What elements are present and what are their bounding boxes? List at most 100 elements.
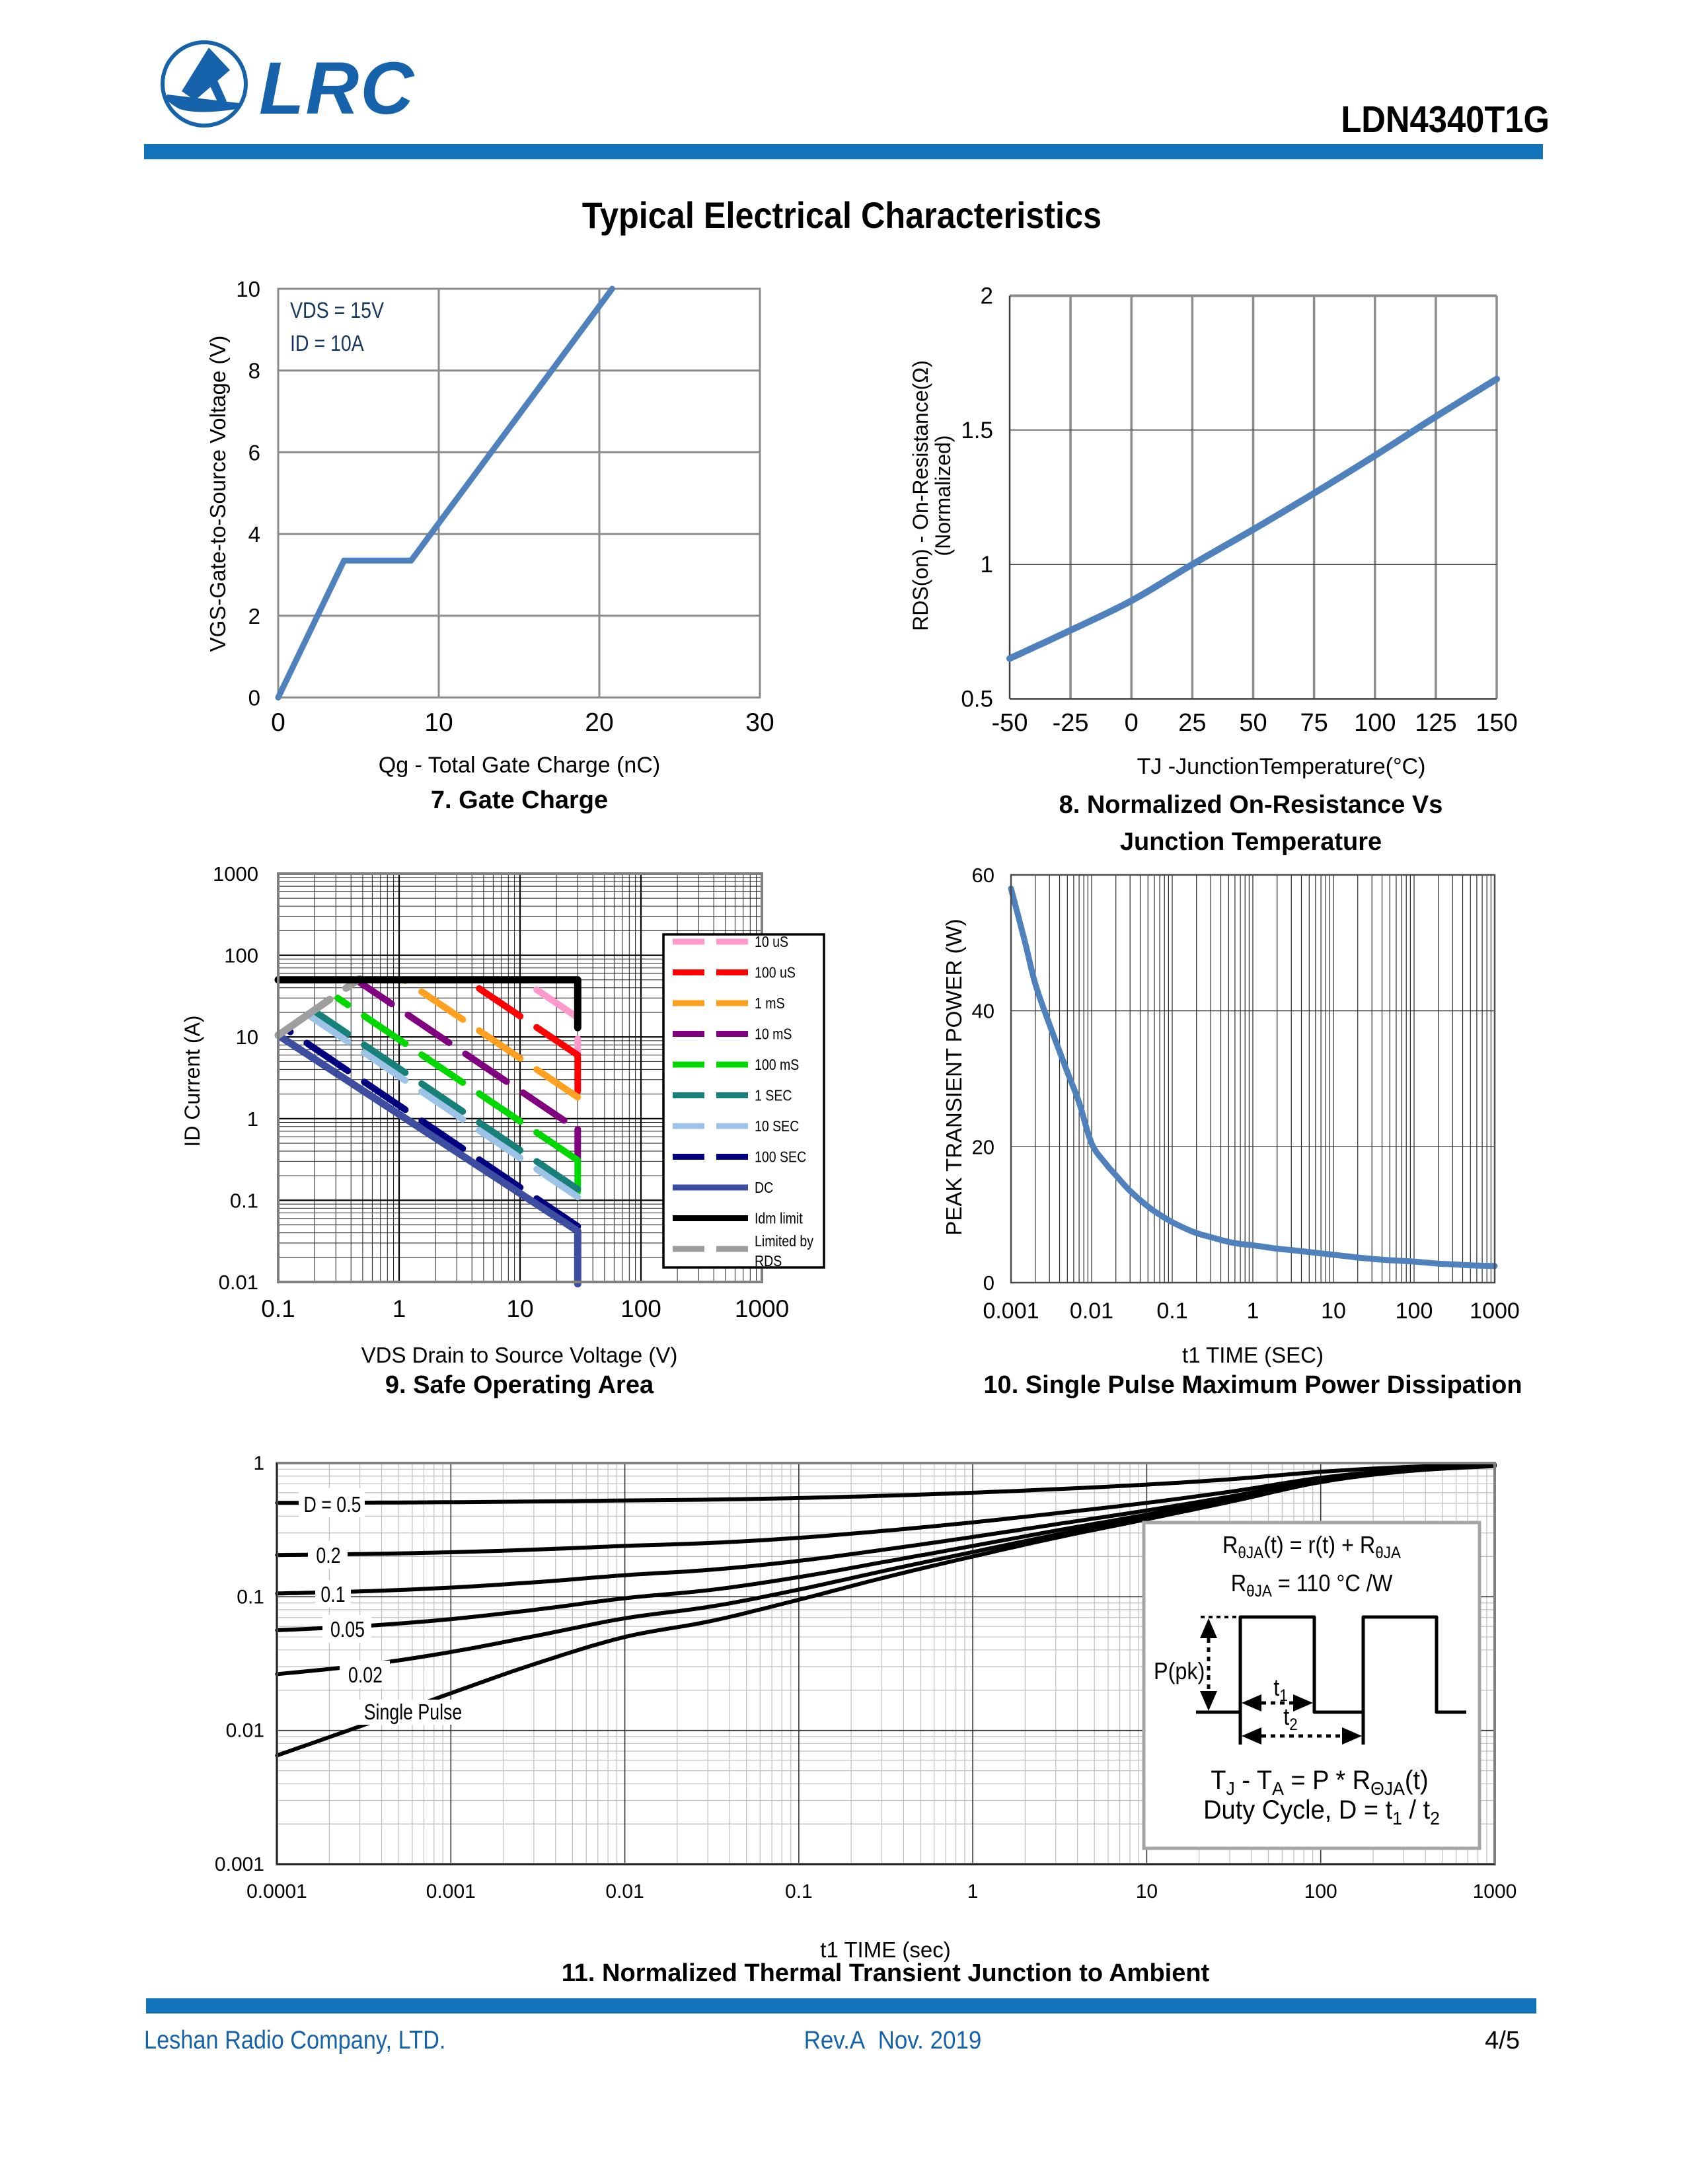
svg-text:1000: 1000	[1470, 1299, 1520, 1324]
svg-text:100: 100	[224, 944, 258, 967]
svg-text:10: 10	[506, 1295, 533, 1322]
svg-text:-25: -25	[1053, 709, 1089, 737]
svg-text:t1 TIME (SEC): t1 TIME (SEC)	[1182, 1343, 1324, 1367]
svg-text:1000: 1000	[1473, 1881, 1517, 1902]
svg-text:10. Single Pulse Maximum Power: 10. Single Pulse Maximum Power Dissipati…	[983, 1371, 1522, 1399]
svg-text:0.001: 0.001	[426, 1881, 476, 1902]
svg-text:0: 0	[1125, 709, 1139, 737]
svg-text:0: 0	[983, 1271, 994, 1295]
svg-text:Qg - Total Gate Charge (nC): Qg - Total Gate Charge (nC)	[379, 753, 660, 778]
svg-text:1: 1	[247, 1108, 258, 1131]
svg-text:VGS-Gate-to-Source Voltage (V): VGS-Gate-to-Source Voltage (V)	[206, 336, 230, 652]
svg-text:Typical Electrical Characteris: Typical Electrical Characteristics	[582, 196, 1102, 237]
svg-text:4/5: 4/5	[1485, 2027, 1520, 2054]
svg-text:10 SEC: 10 SEC	[755, 1118, 799, 1135]
svg-text:0.1: 0.1	[237, 1586, 264, 1608]
svg-text:Leshan Radio Company, LTD.: Leshan Radio Company, LTD.	[144, 2025, 445, 2054]
svg-text:1.5: 1.5	[961, 418, 993, 443]
svg-text:PEAK TRANSIENT POWER (W): PEAK TRANSIENT POWER (W)	[942, 919, 966, 1235]
svg-text:DC: DC	[755, 1180, 773, 1197]
svg-text:Rev.A Nov. 2019: Rev.A Nov. 2019	[804, 2026, 982, 2054]
svg-text:0.2: 0.2	[316, 1544, 340, 1567]
svg-text:Limited by: Limited by	[755, 1233, 813, 1250]
svg-text:10: 10	[236, 1026, 258, 1049]
svg-text:0.001: 0.001	[215, 1854, 264, 1875]
svg-text:ID Current (A): ID Current (A)	[180, 1015, 204, 1147]
svg-text:RDS(on) - On-Resistance(Ω): RDS(on) - On-Resistance(Ω)	[909, 360, 932, 631]
svg-text:100: 100	[1396, 1299, 1433, 1324]
svg-text:1: 1	[981, 552, 993, 578]
svg-text:75: 75	[1300, 709, 1328, 737]
svg-text:ID = 10A: ID = 10A	[290, 331, 364, 356]
svg-text:TJ -JunctionTemperature(°C): TJ -JunctionTemperature(°C)	[1137, 754, 1426, 779]
svg-text:1: 1	[967, 1881, 979, 1902]
svg-text:0.05: 0.05	[330, 1618, 365, 1641]
svg-text:RDS: RDS	[755, 1253, 782, 1270]
svg-text:10: 10	[236, 277, 260, 301]
svg-text:0.01: 0.01	[219, 1271, 258, 1294]
svg-text:0: 0	[248, 686, 260, 710]
svg-text:60: 60	[972, 864, 994, 887]
svg-text:10 mS: 10 mS	[755, 1026, 792, 1043]
svg-text:50: 50	[1239, 709, 1267, 737]
svg-text:7. Gate Charge: 7. Gate Charge	[431, 786, 608, 814]
svg-text:P(pk): P(pk)	[1154, 1658, 1205, 1684]
svg-text:RθJA(t) = r(t) + RθJA: RθJA(t) = r(t) + RθJA	[1222, 1532, 1401, 1562]
svg-text:0.1: 0.1	[785, 1881, 813, 1902]
svg-text:9. Safe Operating Area: 9. Safe Operating Area	[385, 1371, 654, 1399]
svg-text:2: 2	[248, 604, 260, 628]
svg-text:VDS = 15V: VDS = 15V	[290, 298, 384, 323]
svg-text:10 uS: 10 uS	[755, 934, 788, 951]
svg-text:1 mS: 1 mS	[755, 995, 785, 1012]
svg-text:t1 TIME (sec): t1 TIME (sec)	[820, 1938, 950, 1962]
svg-text:1000: 1000	[735, 1295, 789, 1322]
svg-text:100: 100	[1354, 709, 1396, 737]
svg-text:20: 20	[585, 708, 613, 737]
svg-text:100: 100	[1304, 1881, 1337, 1902]
svg-text:LRC: LRC	[259, 47, 415, 130]
svg-text:1 SEC: 1 SEC	[755, 1087, 792, 1104]
svg-text:100 SEC: 100 SEC	[755, 1148, 806, 1166]
svg-text:-50: -50	[992, 709, 1028, 737]
svg-text:8. Normalized On-Resistance Vs: 8. Normalized On-Resistance Vs	[1059, 791, 1443, 819]
svg-text:11. Normalized Thermal Transie: 11. Normalized Thermal Transient Junctio…	[562, 1959, 1210, 1987]
svg-text:LDN4340T1G: LDN4340T1G	[1341, 98, 1550, 140]
svg-text:40: 40	[972, 1000, 994, 1023]
svg-text:2: 2	[981, 283, 993, 309]
svg-text:1: 1	[253, 1452, 264, 1474]
svg-text:1: 1	[393, 1295, 406, 1322]
svg-text:0.1: 0.1	[230, 1189, 258, 1212]
svg-text:D = 0.5: D = 0.5	[304, 1493, 361, 1517]
svg-text:VDS Drain to Source Voltage (V: VDS Drain to Source Voltage (V)	[361, 1343, 678, 1367]
svg-text:150: 150	[1476, 709, 1517, 737]
svg-text:125: 125	[1415, 709, 1456, 737]
svg-text:0.01: 0.01	[1070, 1299, 1113, 1324]
svg-text:10: 10	[1136, 1881, 1158, 1902]
svg-text:0.1: 0.1	[261, 1295, 295, 1322]
svg-text:25: 25	[1178, 709, 1206, 737]
svg-text:1: 1	[1247, 1299, 1259, 1324]
svg-text:8: 8	[248, 359, 260, 383]
svg-text:Idm limit: Idm limit	[755, 1210, 803, 1227]
svg-text:30: 30	[745, 708, 774, 737]
svg-text:100 mS: 100 mS	[755, 1057, 799, 1074]
svg-text:0.02: 0.02	[348, 1663, 383, 1687]
svg-text:0.01: 0.01	[605, 1881, 644, 1902]
svg-text:100 uS: 100 uS	[755, 964, 796, 981]
svg-text:0.01: 0.01	[226, 1720, 264, 1742]
svg-text:10: 10	[424, 708, 453, 737]
svg-text:Duty Cycle, D = t1 / t2: Duty Cycle, D = t1 / t2	[1203, 1795, 1440, 1828]
svg-text:0: 0	[271, 708, 285, 737]
svg-text:10: 10	[1321, 1299, 1346, 1324]
svg-text:100: 100	[620, 1295, 661, 1322]
svg-text:Junction Temperature: Junction Temperature	[1120, 828, 1382, 856]
svg-text:0.5: 0.5	[961, 687, 993, 712]
svg-text:TJ - TA = P * RΘJA(t): TJ - TA = P * RΘJA(t)	[1211, 1766, 1428, 1799]
svg-text:6: 6	[248, 440, 260, 465]
svg-text:1000: 1000	[213, 862, 258, 885]
svg-text:0.1: 0.1	[1156, 1299, 1187, 1324]
svg-text:0.0001: 0.0001	[246, 1881, 307, 1902]
svg-text:(Normalized): (Normalized)	[931, 435, 955, 556]
svg-text:0.1: 0.1	[320, 1583, 345, 1606]
svg-text:20: 20	[972, 1135, 994, 1158]
